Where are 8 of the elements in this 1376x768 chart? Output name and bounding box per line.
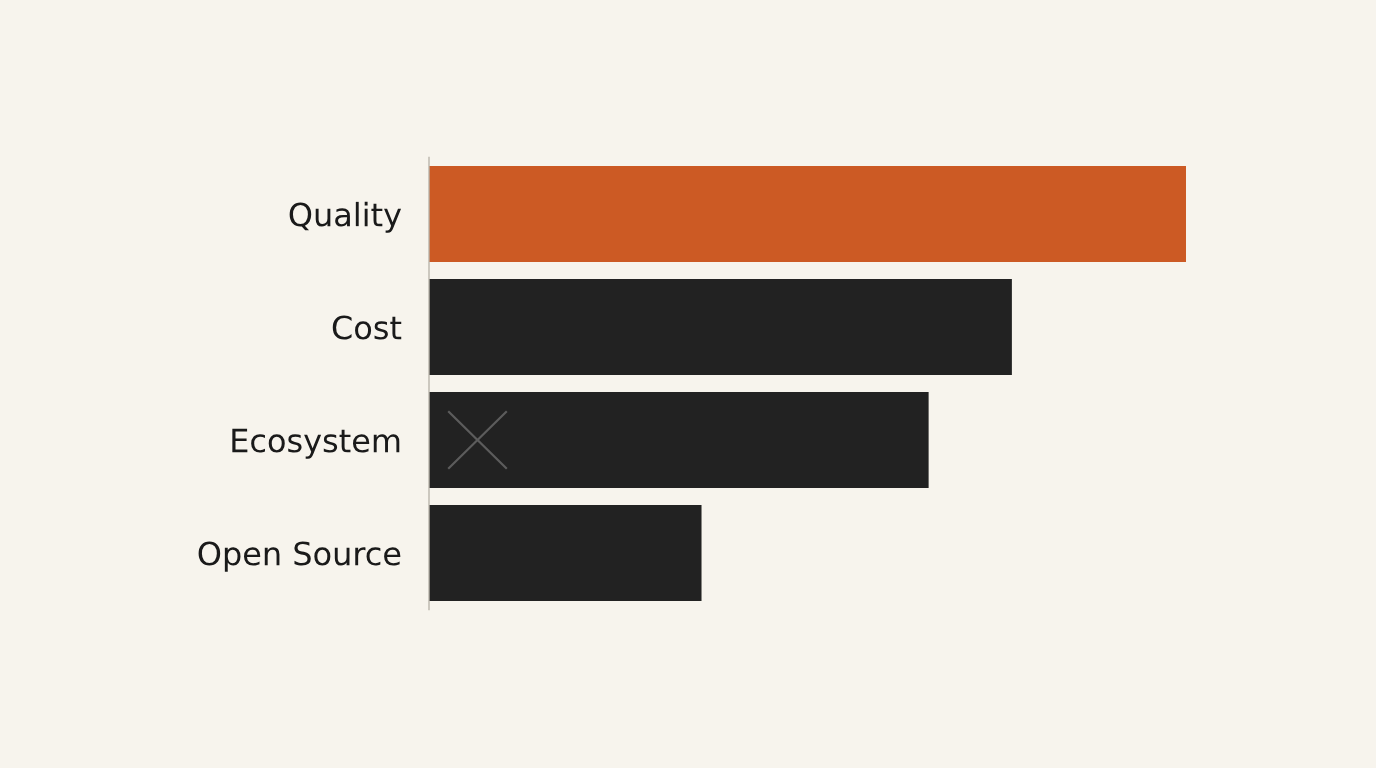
y-tick-label: Cost [332, 315, 402, 340]
bar [429, 504, 702, 602]
y-tick-label: Ecosystem [232, 428, 400, 459]
bar [429, 391, 929, 489]
bar [429, 165, 1186, 263]
y-tick-label: Quality [289, 201, 402, 233]
bar [429, 278, 1012, 376]
y-tick-label: Open Source [198, 541, 401, 572]
